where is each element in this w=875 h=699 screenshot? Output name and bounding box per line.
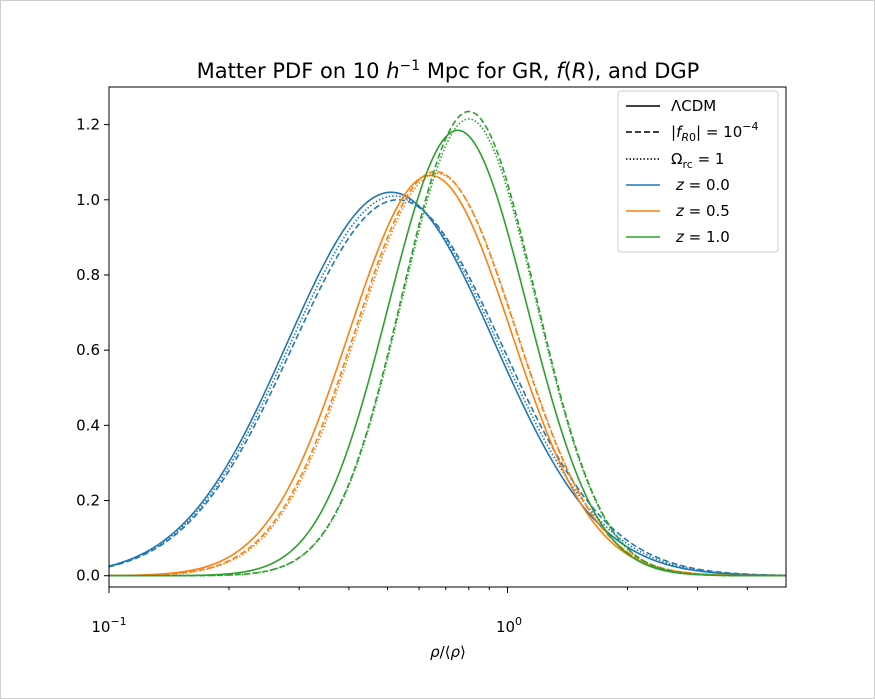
- x-tick-label-1: 100: [496, 615, 522, 636]
- plot-area: [108, 110, 787, 577]
- series-line-1: [108, 198, 787, 577]
- series-line-0: [108, 191, 787, 577]
- series-line-8: [109, 118, 787, 577]
- x-axis: 10−1 100: [91, 587, 748, 636]
- y-tick-label-0: 0.0: [76, 567, 100, 585]
- x-tick-label-0: 10−1: [91, 615, 126, 636]
- series-line-4: [108, 170, 786, 577]
- chart-title: Matter PDF on 10 h−1 Mpc for GR, f(R), a…: [197, 58, 700, 83]
- y-tick-label-1: 0.2: [76, 492, 100, 510]
- y-tick-label-6: 1.2: [76, 116, 100, 134]
- y-tick-label-5: 1.0: [76, 191, 100, 209]
- legend-label-z1: z = 1.0: [675, 228, 730, 246]
- legend-label-lcdm: ΛCDM: [671, 97, 716, 115]
- legend-label-z0: z = 0.0: [675, 176, 730, 194]
- y-tick-label-3: 0.6: [76, 341, 100, 359]
- legend: ΛCDM |fR0| = 10−4 Ωrc = 1 z = 0.0 z = 0.…: [617, 90, 779, 253]
- axes-frame: [108, 86, 787, 588]
- series-line-5: [108, 172, 786, 577]
- x-axis-label: ρ/⟨ρ⟩: [430, 643, 466, 661]
- legend-label-dgp: Ωrc = 1: [671, 150, 724, 171]
- y-tick-label-4: 0.8: [76, 266, 100, 284]
- y-tick-label-2: 0.4: [76, 416, 100, 434]
- y-axis: 0.0 0.2 0.4 0.6 0.8 1.0 1.2: [76, 116, 109, 585]
- series-line-2: [108, 195, 787, 577]
- legend-label-z05: z = 0.5: [675, 202, 730, 220]
